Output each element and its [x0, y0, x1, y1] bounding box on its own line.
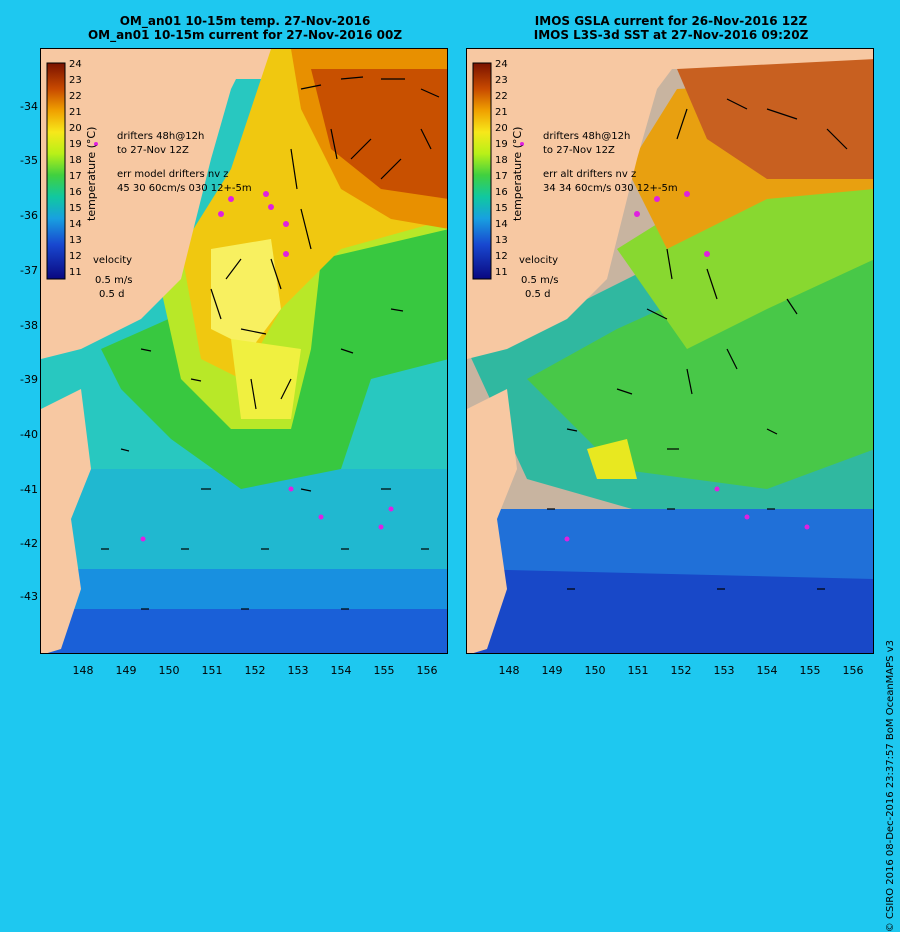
right-title-line1: IMOS GSLA current for 26-Nov-2016 12Z	[534, 14, 808, 28]
satellite-map-canvas	[467, 49, 873, 653]
colorbar-tick: 20	[495, 123, 508, 134]
lon-tick: 149	[115, 664, 137, 677]
error-stats-label: err alt drifters nv z	[543, 169, 637, 180]
drifters-label: drifters 48h@12h	[117, 131, 205, 142]
lon-tick: 153	[713, 664, 735, 677]
colorbar-tick: 15	[495, 203, 508, 214]
lon-tick: 154	[330, 664, 352, 677]
lat-tick: -40	[20, 428, 38, 441]
colorbar-tick: 11	[69, 267, 82, 278]
lon-tick: 150	[158, 664, 180, 677]
error-stats-values: 34 34 60cm/s 030 12+-5m	[543, 183, 678, 194]
colorbar-tick: 18	[495, 155, 508, 166]
colorbar-tick: 13	[495, 235, 508, 246]
velocity-legend-scale: 0.5 m/s	[521, 275, 559, 286]
colorbar-tick: 14	[495, 219, 508, 230]
lat-tick: -43	[20, 590, 38, 603]
lat-tick: -39	[20, 373, 38, 386]
colorbar-tick: 13	[69, 235, 82, 246]
drifters-label: drifters 48h@12h	[543, 131, 631, 142]
lon-tick: 153	[287, 664, 309, 677]
colorbar-tick: 23	[69, 75, 82, 86]
map-panel-satellite: 24 23 22 21 20 19 18 17 16 15 14 13 12 1…	[466, 48, 874, 654]
velocity-legend-time: 0.5 d	[525, 289, 551, 300]
colorbar-tick: 20	[69, 123, 82, 134]
colorbar-tick: 19	[69, 139, 82, 150]
lon-tick: 155	[799, 664, 821, 677]
lat-tick: -37	[20, 264, 38, 277]
colorbar-tick: 15	[69, 203, 82, 214]
velocity-legend-label: velocity	[519, 255, 559, 266]
right-panel-title: IMOS GSLA current for 26-Nov-2016 12Z IM…	[466, 14, 876, 42]
colorbar-tick: 19	[495, 139, 508, 150]
colorbar-tick: 21	[69, 107, 82, 118]
drifters-period: to 27-Nov 12Z	[117, 145, 189, 156]
lon-tick: 151	[201, 664, 223, 677]
left-panel-title: OM_an01 10-15m temp. 27-Nov-2016 OM_an01…	[40, 14, 450, 42]
lon-tick: 156	[416, 664, 438, 677]
colorbar-title: temperature (°C)	[85, 126, 98, 221]
lon-tick: 156	[842, 664, 864, 677]
velocity-legend-label: velocity	[93, 255, 133, 266]
left-title-line1: OM_an01 10-15m temp. 27-Nov-2016	[119, 14, 371, 28]
colorbar-tick: 11	[495, 267, 508, 278]
lat-tick: -41	[20, 483, 38, 496]
colorbar-tick: 21	[495, 107, 508, 118]
colorbar-tick: 12	[69, 251, 82, 262]
colorbar-tick: 16	[495, 187, 508, 198]
lon-tick: 149	[541, 664, 563, 677]
colorbar-tick: 22	[69, 91, 82, 102]
lon-tick: 148	[72, 664, 94, 677]
colorbar-tick: 17	[495, 171, 508, 182]
map-panel-model: 24 23 22 21 20 19 18 17 16 15 14 13 12 1…	[40, 48, 448, 654]
lon-tick: 152	[244, 664, 266, 677]
lat-tick: -36	[20, 209, 38, 222]
lon-tick: 154	[756, 664, 778, 677]
drifters-period: to 27-Nov 12Z	[543, 145, 615, 156]
velocity-legend-scale: 0.5 m/s	[95, 275, 133, 286]
lon-tick: 148	[498, 664, 520, 677]
lon-tick: 150	[584, 664, 606, 677]
lat-tick: -42	[20, 537, 38, 550]
lat-tick: -38	[20, 319, 38, 332]
lon-tick: 151	[627, 664, 649, 677]
colorbar-tick: 12	[495, 251, 508, 262]
colorbar-title: temperature (°C)	[511, 126, 524, 221]
lon-tick: 152	[670, 664, 692, 677]
error-stats-values: 45 30 60cm/s 030 12+-5m	[117, 183, 252, 194]
lon-tick: 155	[373, 664, 395, 677]
credit-text: © CSIRO 2016 08-Dec-2016 23:37:57 BoM Oc…	[885, 640, 896, 932]
colorbar-tick: 17	[69, 171, 82, 182]
right-title-line2: IMOS L3S-3d SST at 27-Nov-2016 09:20Z	[533, 28, 809, 42]
colorbar-tick: 22	[495, 91, 508, 102]
left-title-line2: OM_an01 10-15m current for 27-Nov-2016 0…	[87, 28, 403, 42]
colorbar-tick: 23	[495, 75, 508, 86]
lat-tick: -35	[20, 154, 38, 167]
colorbar-tick: 16	[69, 187, 82, 198]
colorbar-tick: 24	[69, 59, 82, 70]
colorbar-tick: 14	[69, 219, 82, 230]
error-stats-label: err model drifters nv z	[117, 169, 229, 180]
model-map-canvas	[41, 49, 447, 653]
colorbar-tick: 24	[495, 59, 508, 70]
lat-tick: -34	[20, 100, 38, 113]
velocity-legend-time: 0.5 d	[99, 289, 125, 300]
colorbar-tick: 18	[69, 155, 82, 166]
